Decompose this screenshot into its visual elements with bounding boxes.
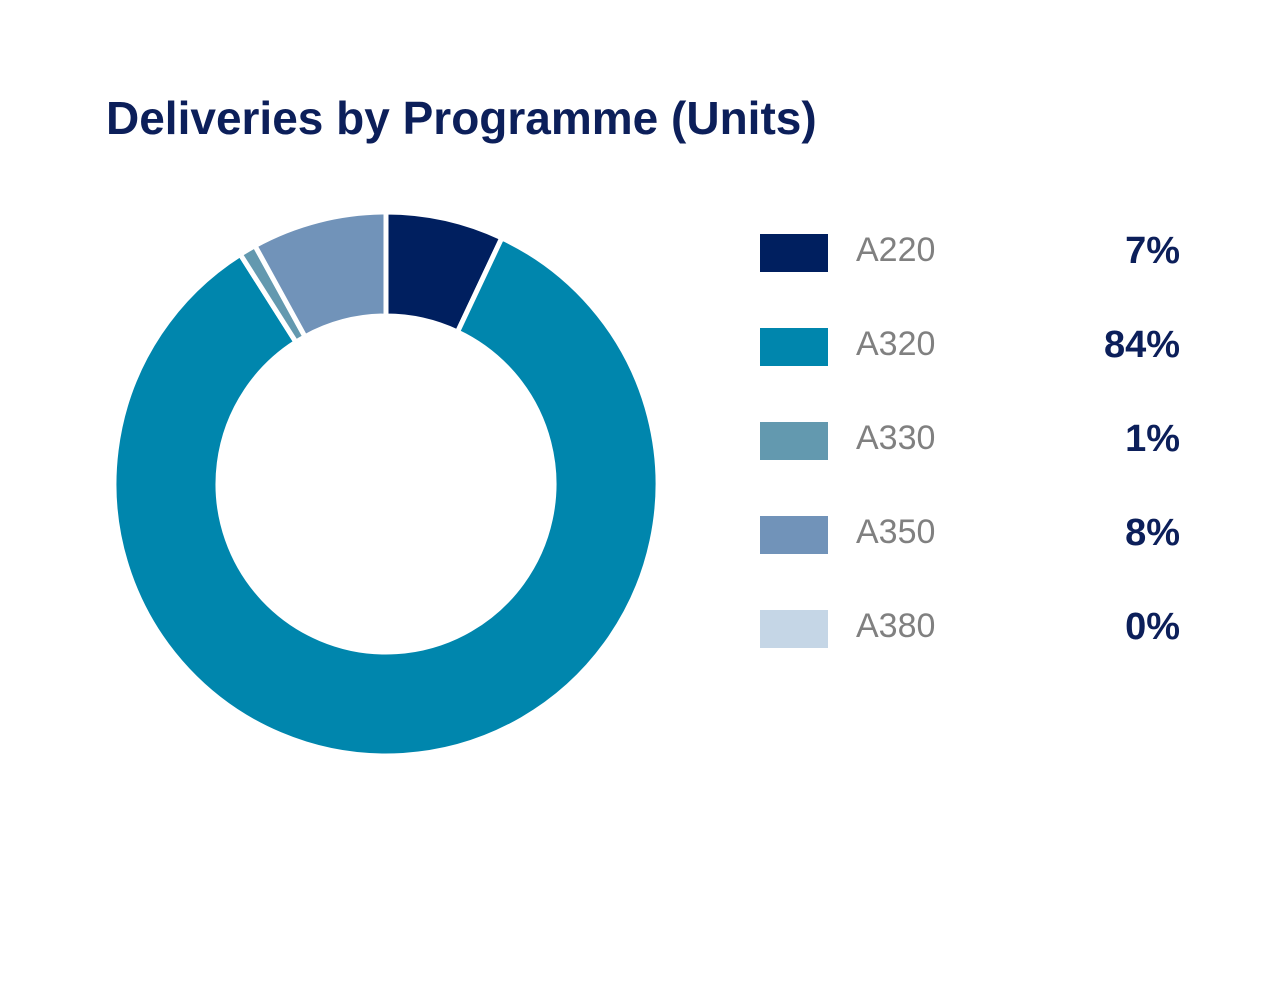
legend-label: A380 xyxy=(856,607,936,645)
donut-chart xyxy=(111,209,661,759)
legend-item-a330: A330 1% xyxy=(760,416,1190,510)
legend-label: A320 xyxy=(856,325,936,363)
legend-value: 7% xyxy=(1125,230,1180,272)
legend-swatch xyxy=(760,516,828,554)
legend: A220 7% A320 84% A330 1% A350 8% A380 0% xyxy=(760,228,1190,698)
donut-slices xyxy=(111,209,661,759)
legend-label: A220 xyxy=(856,231,936,269)
legend-label: A350 xyxy=(856,513,936,551)
legend-label: A330 xyxy=(856,419,936,457)
legend-swatch xyxy=(760,234,828,272)
chart-title: Deliveries by Programme (Units) xyxy=(106,92,817,144)
legend-value: 1% xyxy=(1125,418,1180,460)
slice-a350 xyxy=(251,209,389,341)
legend-value: 0% xyxy=(1125,606,1180,648)
legend-item-a220: A220 7% xyxy=(760,228,1190,322)
legend-swatch xyxy=(760,422,828,460)
legend-swatch xyxy=(760,610,828,648)
legend-item-a320: A320 84% xyxy=(760,322,1190,416)
legend-value: 8% xyxy=(1125,512,1180,554)
legend-value: 84% xyxy=(1103,324,1180,366)
slice-a320 xyxy=(111,234,661,759)
legend-swatch xyxy=(760,328,828,366)
legend-item-a380: A380 0% xyxy=(760,604,1190,698)
legend-item-a350: A350 8% xyxy=(760,510,1190,604)
